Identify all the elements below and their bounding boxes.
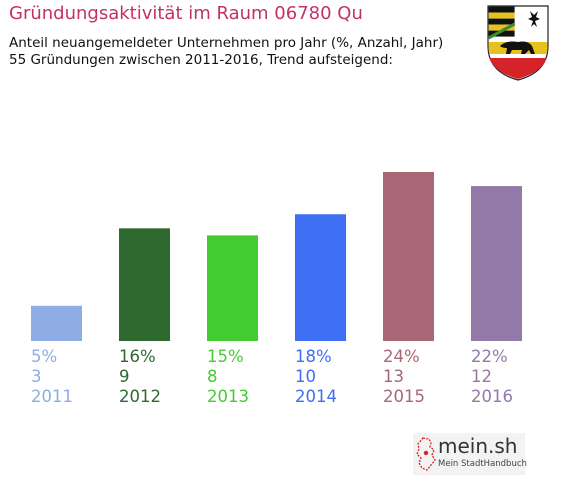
count-label-2012: 9 (119, 367, 130, 386)
germany-map-icon (416, 437, 436, 471)
year-label-2016: 2016 (471, 387, 513, 406)
bar-2016 (471, 186, 522, 341)
bar-2015 (383, 172, 434, 341)
count-label-2015: 13 (383, 367, 404, 386)
percent-label-2015: 24% (383, 347, 420, 366)
chart-title: Gründungsaktivität im Raum 06780 Qu (9, 3, 363, 24)
year-label-2015: 2015 (383, 387, 425, 406)
brand-badge[interactable] (413, 433, 525, 475)
year-label-2013: 2013 (207, 387, 249, 406)
year-label-2012: 2012 (119, 387, 161, 406)
count-label-2011: 3 (31, 367, 42, 386)
bar-2012 (119, 228, 170, 341)
bar-chart (31, 172, 522, 341)
bar-2014 (295, 214, 346, 341)
bar-2011 (31, 305, 82, 341)
chart-subtitle: Anteil neuangemeldeter Unternehmen pro J… (9, 35, 444, 51)
percent-label-2013: 15% (207, 347, 244, 366)
percent-label-2014: 18% (295, 347, 332, 366)
count-label-2014: 10 (295, 367, 316, 386)
year-label-2014: 2014 (295, 387, 337, 406)
percent-label-2012: 16% (119, 347, 156, 366)
chart-summary: 55 Gründungen zwischen 2011-2016, Trend … (9, 52, 393, 68)
count-label-2013: 8 (207, 367, 218, 386)
bar-2013 (207, 235, 258, 341)
year-label-2011: 2011 (31, 387, 73, 406)
percent-label-2011: 5% (31, 347, 58, 366)
percent-label-2016: 22% (471, 347, 508, 366)
coat-of-arms-logo (487, 5, 549, 81)
brand-name: mein.sh (438, 434, 518, 458)
count-label-2016: 12 (471, 367, 492, 386)
brand-tagline: Mein StadtHandbuch (438, 459, 527, 469)
